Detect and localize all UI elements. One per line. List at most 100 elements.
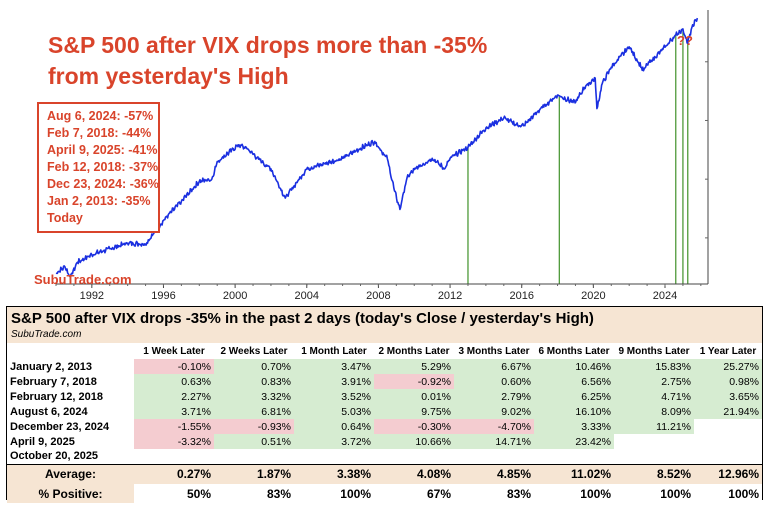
return-cell: 14.71% [454,434,534,449]
table-row: January 2, 2013 -0.10% 0.70% 3.47% 5.29% 6.67… [7,359,762,374]
average-row-cell: 8.52% [614,463,694,484]
table-row: December 23, 2024 -1.55% -0.93% 0.64% -0.30%… [7,419,762,434]
return-cell: 2.75% [614,374,694,389]
return-cell: 10.66% [374,434,454,449]
positive-row-cell: 100% [294,484,374,503]
sp500-price-line [55,17,699,278]
return-cell [134,449,214,464]
average-row-cell: 1.87% [214,463,294,484]
row-date-label: December 23, 2024 [10,420,110,433]
average-row: Average: 0.27% 1.87% 3.38% 4.08% 4.85% 11.02% 8… [7,463,762,484]
return-cell: 6.81% [214,404,294,419]
average-row-cell: 0.27% [134,463,214,484]
return-cell: -0.92% [374,374,454,389]
positive-row-cell: 83% [214,484,294,503]
return-cell: -3.32% [134,434,214,449]
return-cell: 16.10% [534,404,614,419]
column-header: 1 Week Later [143,346,205,357]
x-tick-label: 2016 [509,290,533,300]
table-source: SubuTrade.com [11,329,82,340]
return-cell: 3.47% [294,359,374,374]
return-cell: 15.83% [614,359,694,374]
return-cell: 3.65% [694,389,762,404]
column-header: 1 Month Later [301,346,367,357]
table-row: February 7, 2018 0.63% 0.83% 3.91% -0.92% 0.6… [7,374,762,389]
event-item: Today [47,211,83,225]
return-cell: 3.71% [134,404,214,419]
return-cell [454,449,534,464]
return-cell: 6.25% [534,389,614,404]
x-tick-label: 1992 [80,290,104,300]
event-item: Jan 2, 2013: -35% [47,194,151,208]
return-cell: 9.02% [454,404,534,419]
positive-row-cell: 100% [614,484,694,503]
return-cell [694,434,762,449]
positive-row-cell: 83% [454,484,534,503]
return-cell: 3.52% [294,389,374,404]
x-tick-label: 2008 [366,290,390,300]
x-tick-label: 2020 [581,290,605,300]
return-cell: 3.72% [294,434,374,449]
column-header: 9 Months Later [618,346,690,357]
average-row-cell: 4.08% [374,463,454,484]
return-cell: 6.56% [534,374,614,389]
column-header: 2 Weeks Later [220,346,288,357]
return-cell: 0.51% [214,434,294,449]
return-cell: 3.91% [294,374,374,389]
column-header: 6 Months Later [538,346,610,357]
return-cell: 0.83% [214,374,294,389]
event-item: Aug 6, 2024: -57% [47,109,154,123]
events-box: Aug 6, 2024: -57% Feb 7, 2018: -44% Apri… [37,102,160,233]
return-cell: 4.71% [614,389,694,404]
event-item: Dec 23, 2024: -36% [47,177,159,191]
return-cell: 2.27% [134,389,214,404]
question-annotation: ?? [677,33,693,48]
return-cell: 0.01% [374,389,454,404]
table-row: August 6, 2024 3.71% 6.81% 5.03% 9.75% 9.02% 1… [7,404,762,419]
chart-title: S&P 500 after VIX drops more than -35% f… [48,32,488,89]
average-row-cell: 3.38% [294,463,374,484]
return-cell: 3.33% [534,419,614,434]
positive-row-cell: 100% [534,484,614,503]
column-header: 2 Months Later [378,346,450,357]
positive-row: % Positive: 50% 83% 100% 67% 83% 100% 100% 100% [7,484,762,503]
return-cell: 0.64% [294,419,374,434]
row-date-label: February 12, 2018 [10,390,103,403]
x-tick-label: 1996 [151,290,175,300]
return-cell: 3.32% [214,389,294,404]
table-header: S&P 500 after VIX drops -35% in the past… [7,307,762,343]
return-cell: 0.98% [694,374,762,389]
row-date-label: February 7, 2018 [10,375,97,388]
results-table: 1 Week Later 2 Weeks Later 1 Month Later… [7,344,762,503]
event-item: April 9, 2025: -41% [47,143,158,157]
return-cell: 11.21% [614,419,694,434]
column-header: 1 Year Later [699,346,757,357]
return-cell [614,449,694,464]
return-cell: 8.09% [614,404,694,419]
table-title: S&P 500 after VIX drops -35% in the past… [11,310,594,327]
row-date-label: October 20, 2025 [10,450,99,463]
return-cell: 0.70% [214,359,294,374]
return-cell: 25.27% [694,359,762,374]
positive-row-label: % Positive: [7,484,134,503]
x-tick-label: 2004 [295,290,319,300]
return-cell: 23.42% [534,434,614,449]
column-header: 3 Months Later [458,346,530,357]
return-cell: -4.70% [454,419,534,434]
sp500-chart: 1992 1996 2000 2004 2008 2012 2016 2020 2024 [55,10,709,300]
x-tick-label: 2024 [653,290,677,300]
positive-row-cell: 67% [374,484,454,503]
row-date-label: April 9, 2025 [10,435,75,448]
brand-label: SubuTrade.com [34,272,132,287]
return-cell: 0.63% [134,374,214,389]
return-cell: 2.79% [454,389,534,404]
return-cell: -1.55% [134,419,214,434]
return-cell: 6.67% [454,359,534,374]
table-row: February 12, 2018 2.27% 3.32% 3.52% 0.01% 2.7… [7,389,762,404]
return-cell: 0.60% [454,374,534,389]
return-cell [294,449,374,464]
table-body: January 2, 2013 -0.10% 0.70% 3.47% 5.29% 6.67… [7,359,762,503]
event-item: Feb 12, 2018: -37% [47,160,159,174]
return-cell [534,449,614,464]
return-cell: 21.94% [694,404,762,419]
